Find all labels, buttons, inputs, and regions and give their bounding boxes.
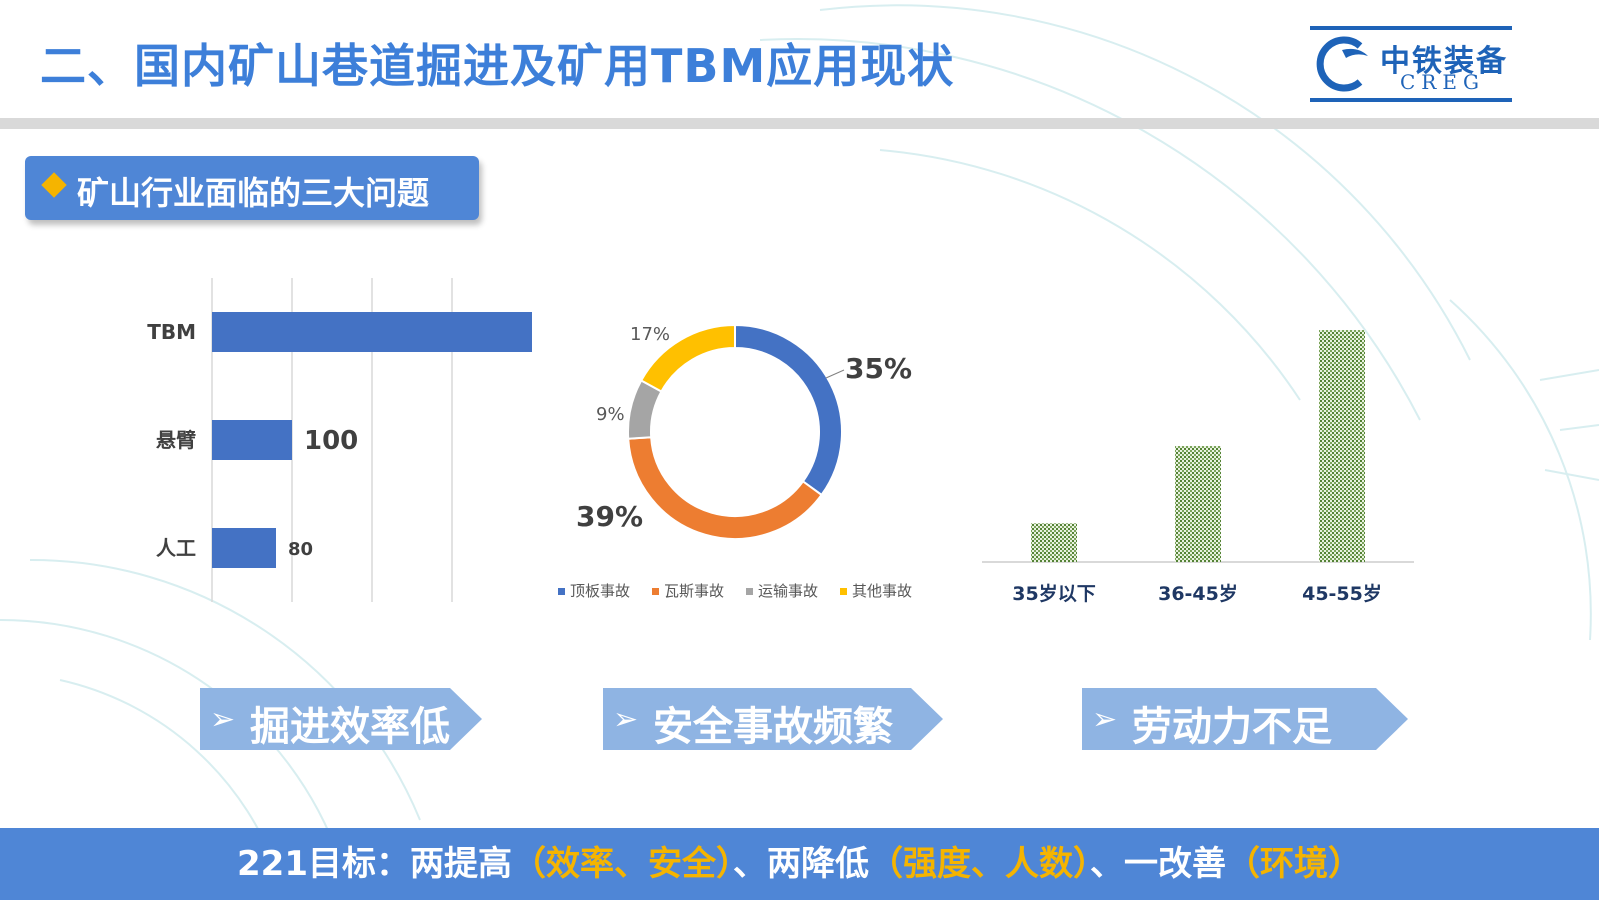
footer-highlight-2: （强度、人数） bbox=[868, 844, 1090, 884]
category-label: 35岁以下 bbox=[1012, 582, 1095, 605]
footer-part-3: 、一改善 bbox=[1089, 844, 1226, 884]
bar bbox=[1319, 330, 1365, 562]
legend-label: 其他事故 bbox=[852, 582, 912, 600]
footer-highlight-1: （效率、安全） bbox=[511, 844, 733, 884]
banner-efficiency: ➢ 掘进效率低 bbox=[200, 688, 482, 750]
arrow-icon: ➢ bbox=[210, 702, 236, 737]
footer-part-1: 221目标：两提高 bbox=[237, 844, 512, 884]
logo-en-text: CREG bbox=[1400, 70, 1485, 94]
leader-line bbox=[825, 369, 845, 379]
banner-label: 安全事故频繁 bbox=[653, 704, 893, 750]
legend-swatch bbox=[652, 588, 659, 595]
banner-labor: ➢ 劳动力不足 bbox=[1082, 688, 1408, 750]
header-divider bbox=[0, 118, 1599, 129]
legend-swatch bbox=[840, 588, 847, 595]
bar bbox=[212, 420, 292, 460]
data-label: 100 bbox=[304, 426, 358, 456]
bar bbox=[1031, 523, 1077, 562]
category-label: 36-45岁 bbox=[1158, 582, 1238, 605]
legend-label: 瓦斯事故 bbox=[664, 582, 724, 600]
section-heading-label: 矿山行业面临的三大问题 bbox=[77, 174, 430, 212]
logo-cn-text: 中铁装备 bbox=[1380, 44, 1508, 79]
footer-text: 221目标：两提高（效率、安全）、两降低（强度、人数）、一改善（环境） bbox=[0, 828, 1599, 900]
banner-shape bbox=[1082, 688, 1408, 750]
bar bbox=[1175, 446, 1221, 562]
category-label: TBM bbox=[147, 320, 196, 344]
data-label: 80 bbox=[288, 539, 313, 560]
banner-label: 劳动力不足 bbox=[1132, 704, 1332, 750]
bar bbox=[212, 312, 532, 352]
creg-logo: 中铁装备 CREG bbox=[1310, 26, 1512, 102]
page-title: 二、国内矿山巷道掘进及矿用TBM应用现状 bbox=[40, 39, 955, 93]
bar bbox=[212, 528, 276, 568]
data-label: 39% bbox=[576, 500, 643, 533]
data-label: 9% bbox=[596, 404, 625, 425]
logo-bottom-bar bbox=[1310, 98, 1512, 102]
creg-logo-icon bbox=[1316, 36, 1368, 92]
data-label: 17% bbox=[630, 324, 670, 345]
category-label: 人工 bbox=[156, 536, 196, 560]
category-label: 45-55岁 bbox=[1302, 582, 1382, 605]
legend-swatch bbox=[558, 588, 565, 595]
footer-bar: 221目标：两提高（效率、安全）、两降低（强度、人数）、一改善（环境） bbox=[0, 828, 1599, 900]
legend-label: 顶板事故 bbox=[570, 582, 630, 600]
logo-top-bar bbox=[1310, 26, 1512, 30]
footer-part-2: 、两降低 bbox=[732, 844, 869, 884]
donut-slice bbox=[639, 323, 736, 393]
arrow-icon: ➢ bbox=[1092, 702, 1118, 737]
footer-highlight-3: （环境） bbox=[1225, 844, 1362, 884]
category-label: 悬臂 bbox=[156, 428, 196, 452]
banner-safety: ➢ 安全事故频繁 bbox=[603, 688, 943, 750]
section-heading: 矿山行业面临的三大问题 bbox=[25, 156, 479, 220]
banner-shape bbox=[200, 688, 482, 750]
banner-label: 掘进效率低 bbox=[250, 704, 450, 750]
data-label: 35% bbox=[845, 352, 912, 385]
legend-label: 运输事故 bbox=[758, 582, 818, 600]
banner-shape bbox=[603, 688, 943, 750]
arrow-icon: ➢ bbox=[613, 702, 639, 737]
legend-swatch bbox=[746, 588, 753, 595]
